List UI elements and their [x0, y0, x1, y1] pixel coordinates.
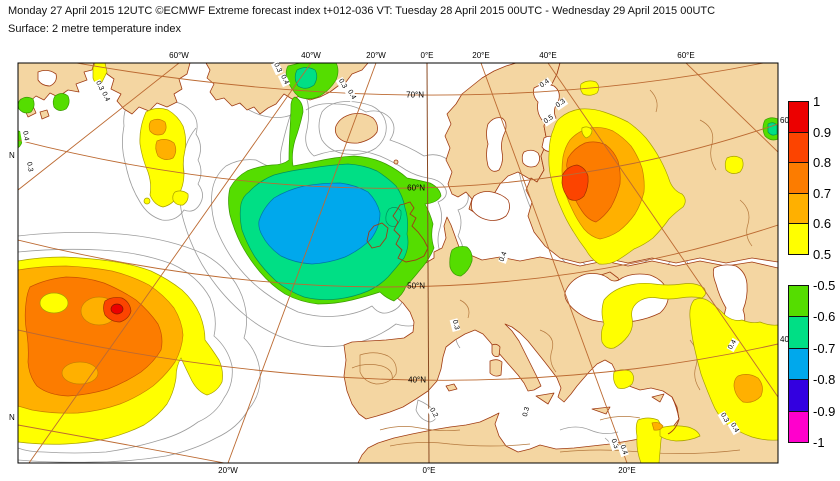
- region-greenland-spring: [294, 67, 318, 89]
- land-corsica: [491, 343, 501, 357]
- meridian-60w: [18, 63, 180, 191]
- meridian-20e: [480, 63, 628, 463]
- map-frame: [17, 62, 779, 464]
- region-egypt-orange-dot: [651, 422, 664, 431]
- land-cyprus: [651, 393, 665, 403]
- region-mideast-orange: [733, 374, 763, 403]
- meridian-40e: [547, 63, 778, 398]
- land-sicily: [535, 392, 555, 405]
- lake-ladoga: [521, 149, 540, 168]
- region-canada-green1: [18, 96, 35, 114]
- parallel-60n: [18, 123, 778, 189]
- region-atlantic-yellow-island: [39, 292, 69, 314]
- land-iceland: [334, 113, 378, 144]
- region-turkey-yellow: [600, 282, 706, 349]
- meridian-20w: [227, 63, 377, 463]
- region-denmark-green: [449, 246, 473, 277]
- parallel-70n: [74, 63, 766, 96]
- region-labrador-orange2: [155, 139, 177, 160]
- region-labrador-yellow-dot: [143, 197, 151, 205]
- region-atlantic-red-core: [110, 303, 124, 315]
- map-title-line1: Monday 27 April 2015 12UTC ©ECMWF Extrem…: [8, 5, 716, 17]
- land-sardinia: [489, 359, 503, 377]
- sea-baffin-bay-inlet: [37, 70, 57, 87]
- land-baffin-island2: [39, 109, 50, 120]
- coast-ireland: [366, 222, 389, 249]
- sea-gulf-of-bothnia: [486, 117, 507, 172]
- land-faroe: [393, 159, 399, 165]
- meridian-60e: [685, 63, 778, 153]
- region-mideast-yellow: [689, 298, 778, 441]
- graticule: [18, 63, 778, 463]
- region-russia-redorange-core: [561, 164, 589, 201]
- region-labrador-orange1: [148, 118, 167, 136]
- region-russia-yellow-patch: [724, 155, 744, 174]
- coast-overlays: [366, 201, 680, 435]
- map-title-line2: Surface: 2 metre temperature index: [8, 23, 182, 35]
- region-turkey-yellow-small: [613, 369, 634, 389]
- meridian-40w: [28, 63, 312, 463]
- region-norwegiansea-yellow-dot: [581, 126, 593, 139]
- parallel-50n: [18, 224, 778, 288]
- parallel-30n: [18, 424, 227, 463]
- region-canada-green2: [52, 93, 70, 111]
- region-labrador-yellow-small: [172, 190, 189, 206]
- sea-baltic: [470, 191, 510, 221]
- region-atlantic-cold-blue-core: [258, 182, 381, 265]
- region-rightedge-spring: [767, 122, 778, 136]
- land-balearic: [445, 383, 458, 392]
- region-egypt-coast-yellow: [659, 425, 701, 442]
- parallel-40n: [18, 329, 778, 381]
- coast-great-britain: [392, 201, 429, 263]
- coast-levant: [667, 396, 680, 435]
- meridian-0e: [426, 63, 430, 463]
